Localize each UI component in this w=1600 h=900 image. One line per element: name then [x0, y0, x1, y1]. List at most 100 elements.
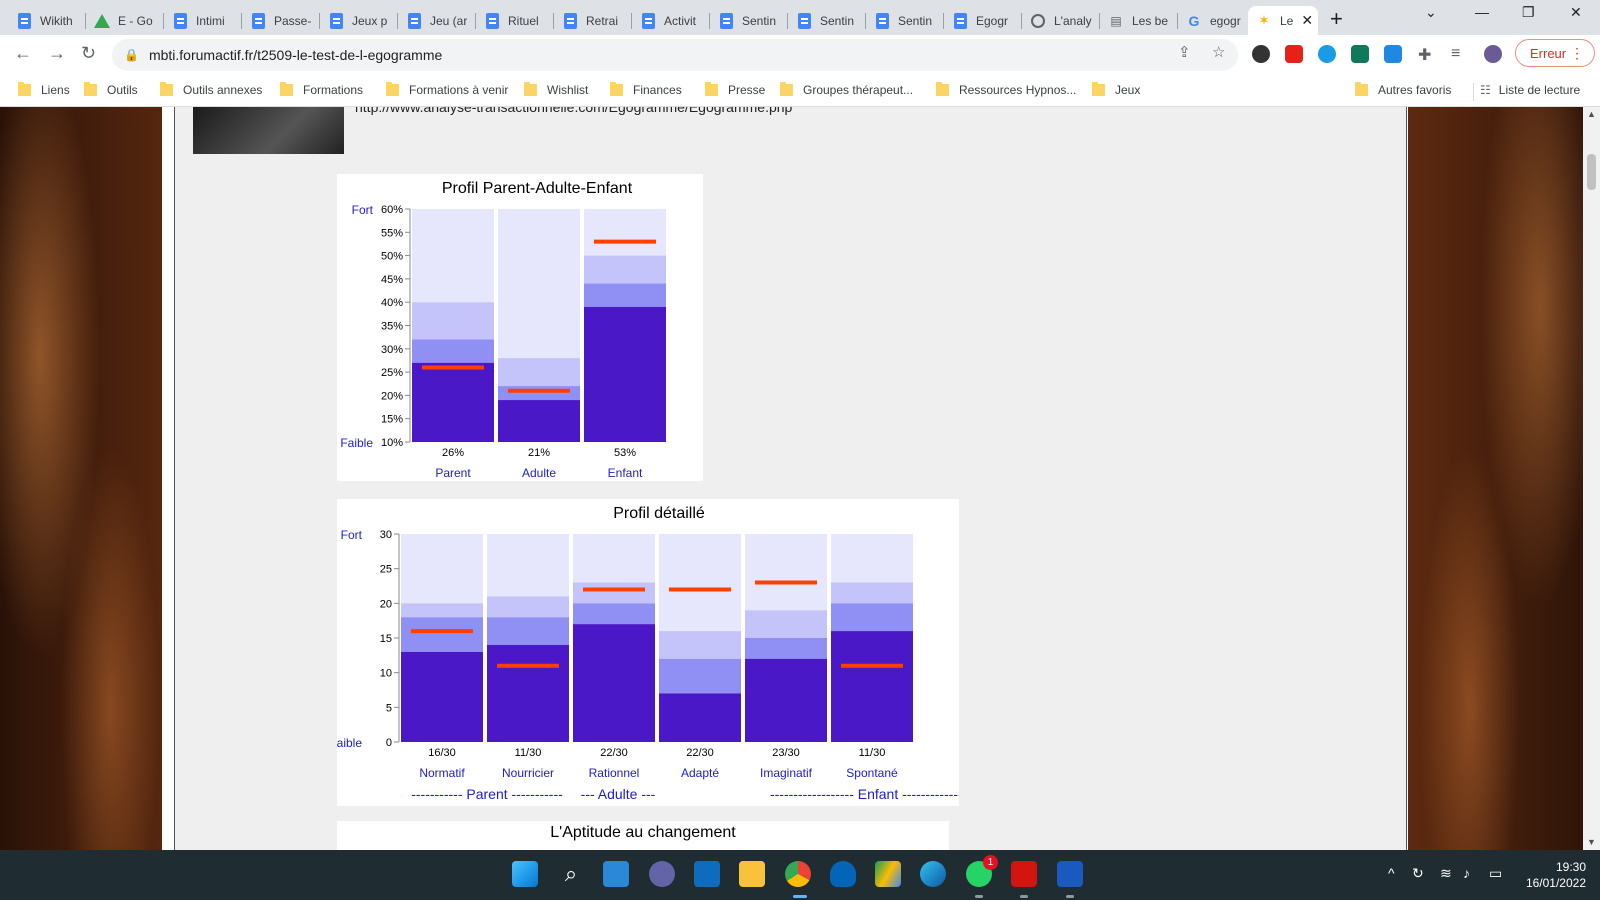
bookmark-1[interactable]: Outils — [84, 82, 138, 97]
back-icon[interactable]: ← — [14, 43, 32, 63]
tab-label: Le — [1280, 13, 1294, 28]
share-icon[interactable]: ⇪ — [1178, 44, 1191, 61]
y-tick-label: 15 — [380, 633, 392, 645]
extensions-puzzle-icon[interactable]: ✚ — [1418, 47, 1432, 64]
scroll-up-icon[interactable]: ▲ — [1587, 109, 1596, 119]
scrollbar-thumb[interactable] — [1587, 154, 1596, 190]
search-icon[interactable]: ⌕ — [564, 861, 578, 886]
sync-icon[interactable]: ↻ — [1412, 865, 1424, 881]
bookmark-2[interactable]: Outils annexes — [160, 82, 263, 97]
tab-16[interactable]: ✶ Le ✕ — [1248, 6, 1318, 35]
folder-icon — [280, 82, 293, 96]
profile-avatar[interactable] — [1484, 45, 1502, 63]
menu-dots-icon[interactable]: ⋮ — [1570, 45, 1584, 61]
reading-list-icon[interactable]: ≡ — [1451, 45, 1461, 62]
bookmark-6[interactable]: Finances — [610, 82, 682, 97]
tab-10[interactable]: Sentin — [788, 6, 866, 35]
bookmark-10[interactable]: Jeux — [1092, 82, 1140, 97]
address-bar[interactable]: 🔒 mbti.forumactif.fr/t2509-le-test-de-l-… — [112, 39, 1238, 71]
y-tick-label: 40% — [381, 297, 403, 309]
battery-icon[interactable]: ▭ — [1489, 865, 1503, 881]
tab-14[interactable]: ▤ Les be — [1100, 6, 1178, 35]
chrome-active-indicator — [793, 895, 807, 898]
close-window-icon[interactable]: ✕ — [1570, 4, 1582, 20]
wifi-icon[interactable]: ≋ — [1440, 865, 1452, 881]
bookmark-label: Wishlist — [547, 83, 589, 97]
tab-11[interactable]: Sentin — [866, 6, 944, 35]
bookmarks-bar: Liens Outils Outils annexes Formations Forma… — [0, 75, 1600, 107]
restore-icon[interactable]: ❐ — [1522, 4, 1535, 20]
new-tab-button[interactable]: + — [1330, 6, 1343, 31]
bar-background — [498, 209, 580, 359]
extension-1-icon[interactable] — [1252, 45, 1270, 63]
address-url[interactable]: mbti.forumactif.fr/t2509-le-test-de-l-eg… — [148, 47, 443, 63]
acrobat-icon[interactable] — [1011, 861, 1037, 887]
tab-5[interactable]: Jeu (ar — [398, 6, 476, 35]
reading-list[interactable]: ☷ Liste de lecture — [1480, 83, 1580, 97]
google-drive-icon[interactable] — [875, 861, 901, 887]
tab-0[interactable]: Wikith — [8, 6, 86, 35]
profile-error-button[interactable]: Erreur ⋮ — [1515, 39, 1595, 67]
bookmark-star-icon[interactable]: ☆ — [1212, 44, 1226, 61]
minimize-icon[interactable]: — — [1475, 4, 1489, 20]
edge-icon[interactable] — [920, 861, 946, 887]
y-tick-label: 35% — [381, 321, 403, 333]
onedrive-icon[interactable] — [830, 861, 856, 887]
tab-9[interactable]: Sentin — [710, 6, 788, 35]
other-bookmarks[interactable]: Autres favoris — [1355, 82, 1451, 97]
y-tick-label: 10% — [381, 437, 403, 449]
tab-separator — [319, 13, 320, 29]
teams-chat-icon[interactable] — [649, 861, 675, 887]
bookmark-4[interactable]: Formations à venir — [386, 82, 508, 97]
bookmark-9[interactable]: Ressources Hypnos... — [936, 82, 1076, 97]
tab-4[interactable]: Jeux p — [320, 6, 398, 35]
extension-5-icon[interactable] — [1384, 45, 1402, 63]
forward-icon[interactable]: → — [48, 43, 66, 63]
windows-taskbar: ⌕ 1 ^ ↻ ≋ ♪ ▭ 19:30 16/01/2022 — [0, 850, 1600, 900]
tab-1[interactable]: E - Go — [86, 6, 164, 35]
author-avatar[interactable] — [193, 107, 344, 154]
bar-background — [831, 534, 913, 583]
bookmark-5[interactable]: Wishlist — [524, 82, 589, 97]
volume-icon[interactable]: ♪ — [1463, 865, 1470, 881]
tab-6[interactable]: Rituel — [476, 6, 554, 35]
page-scrollbar[interactable]: ▲ ▼ — [1583, 107, 1600, 850]
bookmark-label: Groupes thérapeut... — [803, 83, 914, 97]
chrome-icon[interactable] — [785, 861, 811, 887]
category-label: Adulte — [522, 466, 556, 480]
tab-8[interactable]: Activit — [632, 6, 710, 35]
tab-12[interactable]: Egogr — [944, 6, 1022, 35]
close-tab-icon[interactable]: ✕ — [1301, 12, 1314, 28]
mail-icon[interactable] — [694, 861, 720, 887]
clock[interactable]: 19:30 16/01/2022 — [1522, 859, 1586, 891]
lock-icon[interactable]: 🔒 — [124, 48, 139, 62]
word-icon[interactable] — [1057, 861, 1083, 887]
bookmark-label: Outils annexes — [183, 83, 263, 97]
file-explorer-icon[interactable] — [739, 861, 765, 887]
tray-chevron-icon[interactable]: ^ — [1388, 865, 1395, 881]
tab-2[interactable]: Intimi — [164, 6, 242, 35]
bookmark-3[interactable]: Formations — [280, 82, 364, 97]
reload-icon[interactable]: ↻ — [81, 43, 97, 63]
tab-separator — [1177, 13, 1178, 29]
youtube-extension-icon[interactable] — [1285, 45, 1303, 63]
extension-4-icon[interactable] — [1351, 45, 1369, 63]
bar-light-band — [498, 358, 580, 387]
extension-3-icon[interactable] — [1318, 45, 1336, 63]
bookmark-0[interactable]: Liens — [18, 82, 70, 97]
tab-7[interactable]: Retrai — [554, 6, 632, 35]
tab-13[interactable]: L'analy — [1022, 6, 1100, 35]
start-icon[interactable] — [512, 861, 538, 887]
widgets-icon[interactable] — [603, 861, 629, 887]
forum-content: http://www.analyse-transactionnelle.com/… — [162, 107, 1408, 850]
scroll-down-icon[interactable]: ▼ — [1587, 837, 1596, 847]
tab-3[interactable]: Passe- — [242, 6, 320, 35]
bookmark-8[interactable]: Groupes thérapeut... — [780, 82, 914, 97]
tab-search-icon[interactable]: ⌄ — [1425, 4, 1437, 20]
egogramme-link[interactable]: http://www.analyse-transactionnelle.com/… — [355, 107, 793, 115]
bookmark-7[interactable]: Presse — [705, 82, 765, 97]
bookmark-divider — [1473, 83, 1474, 101]
docs-icon — [562, 12, 578, 29]
bookmark-label: Formations — [303, 83, 364, 97]
